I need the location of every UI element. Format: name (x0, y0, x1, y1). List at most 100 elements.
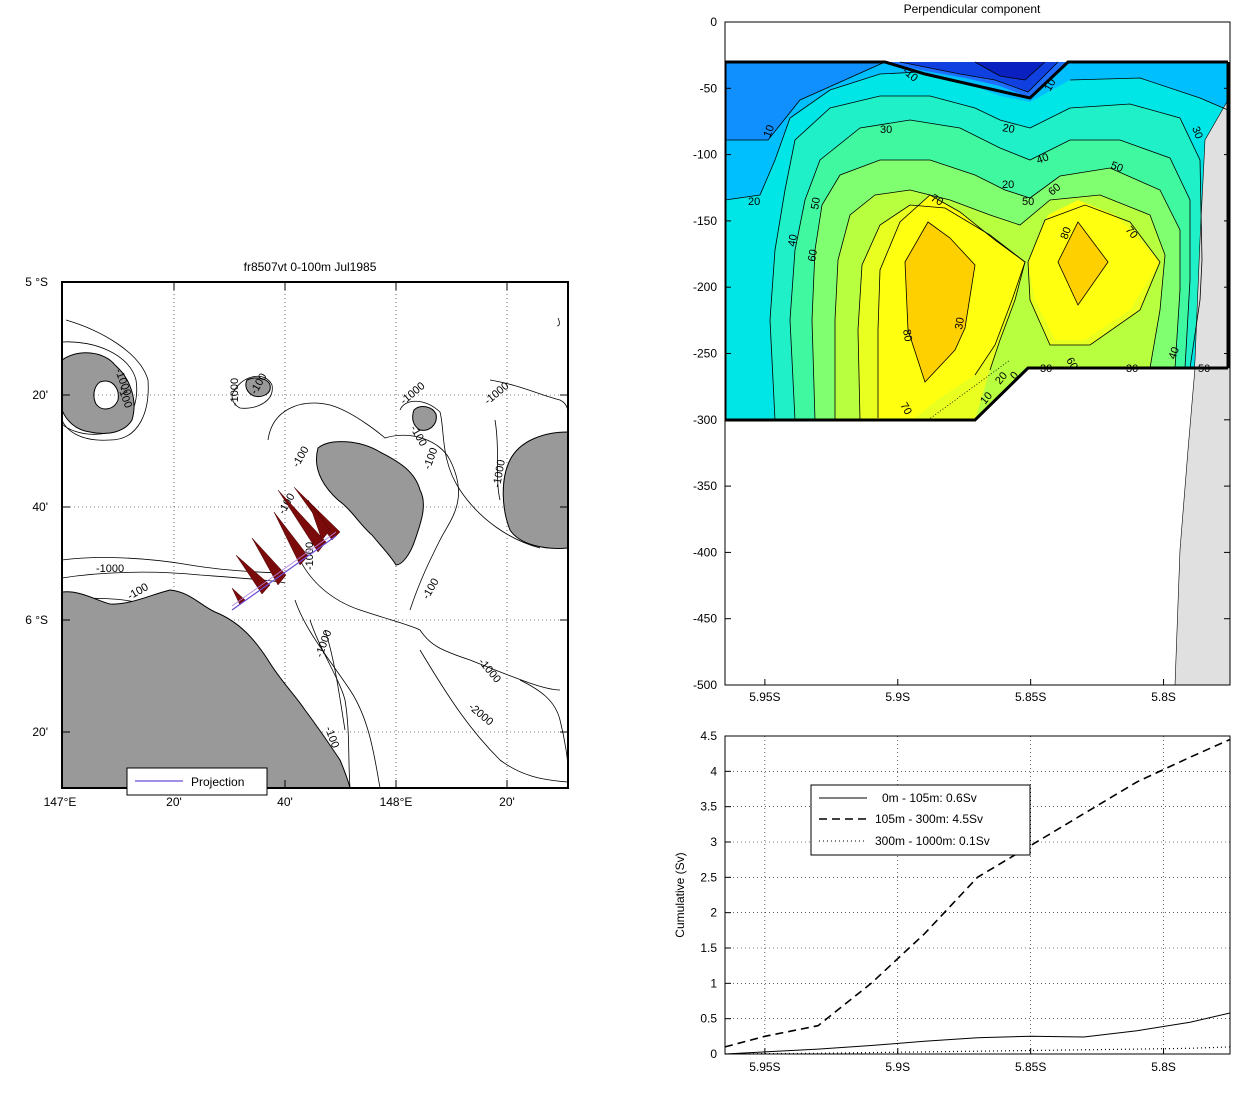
section-y-tick-label: -200 (693, 280, 717, 294)
island-small-right (412, 406, 437, 431)
band-neg-core (975, 62, 1045, 80)
cumulative-series-line-1 (724, 738, 1231, 1048)
cumulative-y-tick-label: 0 (710, 1047, 717, 1061)
lat-label: 40' (32, 500, 48, 514)
section-x-tick-label: 5.85S (1015, 690, 1046, 704)
lon-label: 20' (166, 795, 182, 809)
section-contour-label: 30 (953, 316, 967, 330)
section-contour-label: 20 (1001, 122, 1015, 136)
cumulative-series-line-2 (724, 1046, 1231, 1055)
island-center (316, 441, 424, 566)
cumulative-y-tick-label: 3 (710, 835, 717, 849)
section-contour-label: 60 (806, 248, 820, 262)
cumulative-x-tick-label: 5.8S (1151, 1060, 1176, 1074)
velocity-arrow (235, 554, 271, 595)
island-small-top (245, 377, 271, 397)
lat-label: 20' (32, 388, 48, 402)
section-contour-label: 70 (897, 401, 914, 418)
section-contour-lines (725, 61, 1229, 421)
band-80-left (905, 222, 975, 382)
land-masses (62, 352, 568, 788)
section-contour-label: 80 (900, 328, 914, 342)
cumulative-y-tick-label: 1.5 (700, 941, 717, 955)
map-contour-label: -1000 (476, 656, 503, 685)
legend-label-projection: Projection (191, 775, 244, 789)
cumulative-y-tick-label: 0.5 (700, 1012, 717, 1026)
projection-line-offset (231, 531, 337, 607)
cumulative-legend: 0m - 105m: 0.6Sv 105m - 300m: 4.5Sv 300m… (810, 784, 1031, 856)
cumulative-panel: 0 0.5 1 1.5 2 2.5 3 3.5 4 4.5 5.95S 5.9S 5.85S 5.8S C… (673, 729, 1231, 1074)
cumulative-x-tick-label: 5.95S (749, 1060, 780, 1074)
section-y-tick-label: -150 (693, 214, 717, 228)
lon-label: 148°E (380, 795, 413, 809)
section-panel: Perpendicular component (693, 2, 1231, 704)
map-contour-label: -1000 (229, 378, 241, 406)
map-contour-label: -2000 (466, 701, 495, 728)
section-x-tick-label: 5.95S (749, 690, 780, 704)
map-contour-label: -1000 (398, 380, 427, 407)
section-y-tick-label: -100 (693, 148, 717, 162)
cumulative-series (724, 738, 1231, 1055)
map-contour-label: -100 (290, 444, 311, 469)
section-contour-label: 30 (1189, 125, 1204, 141)
map-contour-label: -1000 (482, 380, 511, 407)
cumulative-y-tick-label: 1 (710, 976, 717, 990)
cumulative-series-line-0 (724, 1012, 1231, 1055)
band-80-right (1058, 222, 1108, 305)
map-contour-label: -100 (422, 446, 441, 471)
section-contour-label: 20 (1002, 179, 1014, 191)
section-contour-label: 40 (1167, 345, 1182, 361)
section-contour-label: 50 (1109, 160, 1125, 175)
section-boundary (725, 60, 1230, 422)
section-y-tick-label: -350 (693, 479, 717, 493)
cumulative-x-tick-label: 5.9S (885, 1060, 910, 1074)
section-contour-label: 30 (1126, 363, 1138, 375)
legend-label-series-2: 300m - 1000m: 0.1Sv (875, 834, 990, 848)
section-y-tick-label: -450 (693, 612, 717, 626)
map-panel: fr8507vt 0-100m Jul1985 (25, 260, 569, 809)
section-contour-label: 40 (1035, 151, 1051, 166)
velocity-arrow (277, 489, 327, 553)
map-title: fr8507vt 0-100m Jul1985 (244, 260, 377, 274)
section-contour-label: 40 (786, 233, 800, 247)
lon-label: 40' (277, 795, 293, 809)
section-contour-label: 50 (809, 196, 823, 210)
section-contour-label: 80 (1059, 225, 1074, 241)
section-contour-labels: 10 20 30 40 50 60 70 80 -10 10 20 30 40 … (748, 65, 1210, 417)
section-y-tick-label: -400 (693, 545, 717, 559)
map-frame (61, 281, 569, 789)
map-contour-label: -100 (420, 576, 441, 601)
velocity-arrow (307, 499, 331, 541)
map-contour-label: -1000 (96, 563, 124, 575)
section-field (725, 60, 1230, 685)
velocity-arrows (231, 486, 341, 606)
cumulative-y-tick-label: 4.5 (700, 729, 717, 743)
section-contour-label: 10 (762, 123, 777, 139)
section-x-tick-label: 5.8S (1151, 690, 1176, 704)
section-contour-label: 10 (1042, 77, 1059, 94)
map-lat-labels: 5 °S 20' 40' 6 °S 20' (25, 275, 48, 739)
lat-label: 6 °S (25, 613, 48, 627)
section-bottom-mask (725, 368, 1228, 685)
lat-label: 20' (32, 725, 48, 739)
island-right-edge (502, 431, 568, 549)
section-y-tick-label: -50 (700, 81, 718, 95)
map-legend: Projection (126, 767, 268, 796)
section-ticks: 0 -50 -100 -150 -200 -250 -300 -350 -400 -450 -500… (693, 15, 1230, 704)
mainland-south (62, 589, 351, 788)
cumulative-y-tick-label: 2 (710, 906, 717, 920)
cumulative-x-tick-label: 5.85S (1015, 1060, 1046, 1074)
section-y-tick-label: -250 (693, 347, 717, 361)
velocity-arrow (273, 511, 309, 566)
cumulative-frame (724, 735, 1231, 1055)
cumulative-y-tick-label: 3.5 (700, 800, 717, 814)
band-left-dark (725, 62, 885, 140)
island-left-top (62, 352, 135, 434)
cumulative-ticks: 0 0.5 1 1.5 2 2.5 3 3.5 4 4.5 5.95S 5.9S 5.85S 5.8S (700, 729, 1176, 1074)
section-contour-label: 30 (1040, 363, 1052, 375)
section-contour-label: 50 (1198, 363, 1210, 375)
legend-label-series-1: 105m - 300m: 4.5Sv (875, 812, 983, 826)
lon-label: 20' (499, 795, 515, 809)
section-y-tick-label: -300 (693, 413, 717, 427)
section-title: Perpendicular component (904, 2, 1041, 16)
